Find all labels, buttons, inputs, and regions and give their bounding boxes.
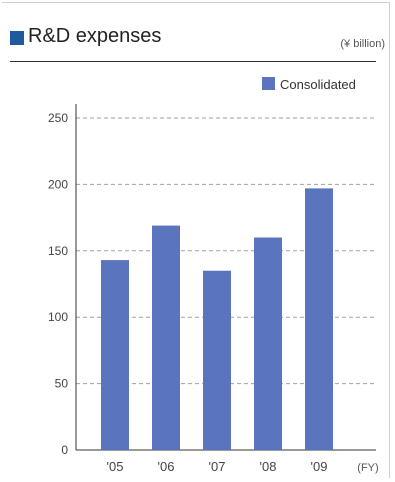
title-divider — [10, 61, 376, 62]
y-tick-label: 50 — [55, 377, 69, 391]
bar — [101, 260, 129, 450]
unit-label: (¥ billion) — [340, 38, 385, 50]
bar — [254, 237, 282, 450]
legend-swatch — [262, 77, 275, 90]
x-tick-label: '07 — [209, 459, 226, 474]
y-tick-label: 0 — [61, 443, 68, 457]
bar — [152, 225, 180, 450]
x-tick-label: '05 — [107, 459, 124, 474]
chart-title: R&D expenses — [28, 25, 162, 47]
legend-label: Consolidated — [280, 77, 356, 92]
bar — [305, 188, 333, 450]
bar — [203, 270, 231, 450]
y-tick-label: 200 — [48, 177, 68, 191]
x-tick-label: '08 — [260, 459, 277, 474]
y-tick-label: 100 — [48, 310, 68, 324]
x-axis-label: (FY) — [357, 462, 378, 474]
y-tick-label: 150 — [48, 244, 68, 258]
x-tick-label: '06 — [158, 459, 175, 474]
title-square-icon — [10, 31, 24, 45]
y-tick-label: 250 — [48, 111, 68, 125]
x-tick-label: '09 — [311, 459, 328, 474]
